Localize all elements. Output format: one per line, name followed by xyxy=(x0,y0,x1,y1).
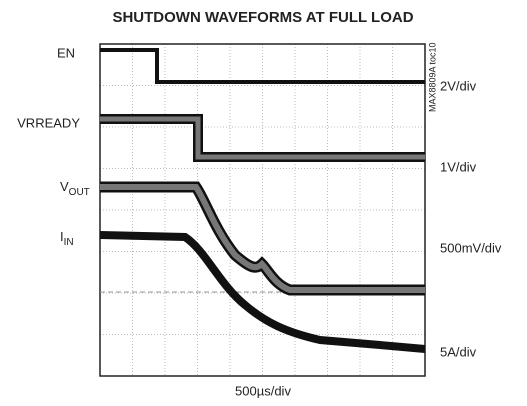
channel-scale: 1V/div xyxy=(440,159,477,174)
channel-label: VOUT xyxy=(60,179,90,197)
channel-label: VRREADY xyxy=(17,115,80,130)
grid xyxy=(100,44,425,376)
channel-label: EN xyxy=(57,45,75,60)
channel-scale: 500mV/div xyxy=(440,240,502,255)
chart-title: SHUTDOWN WAVEFORMS AT FULL LOAD xyxy=(112,9,413,26)
scope-chart: SHUTDOWN WAVEFORMS AT FULL LOAD EN VRREA… xyxy=(0,0,527,406)
figure-id: MAX8809A toc10 xyxy=(427,42,437,112)
channel-scale: 2V/div xyxy=(440,78,477,93)
channel-label: IIN xyxy=(60,229,74,247)
timebase-label: 500µs/div xyxy=(235,383,291,398)
channel-scale: 5A/div xyxy=(440,344,477,359)
